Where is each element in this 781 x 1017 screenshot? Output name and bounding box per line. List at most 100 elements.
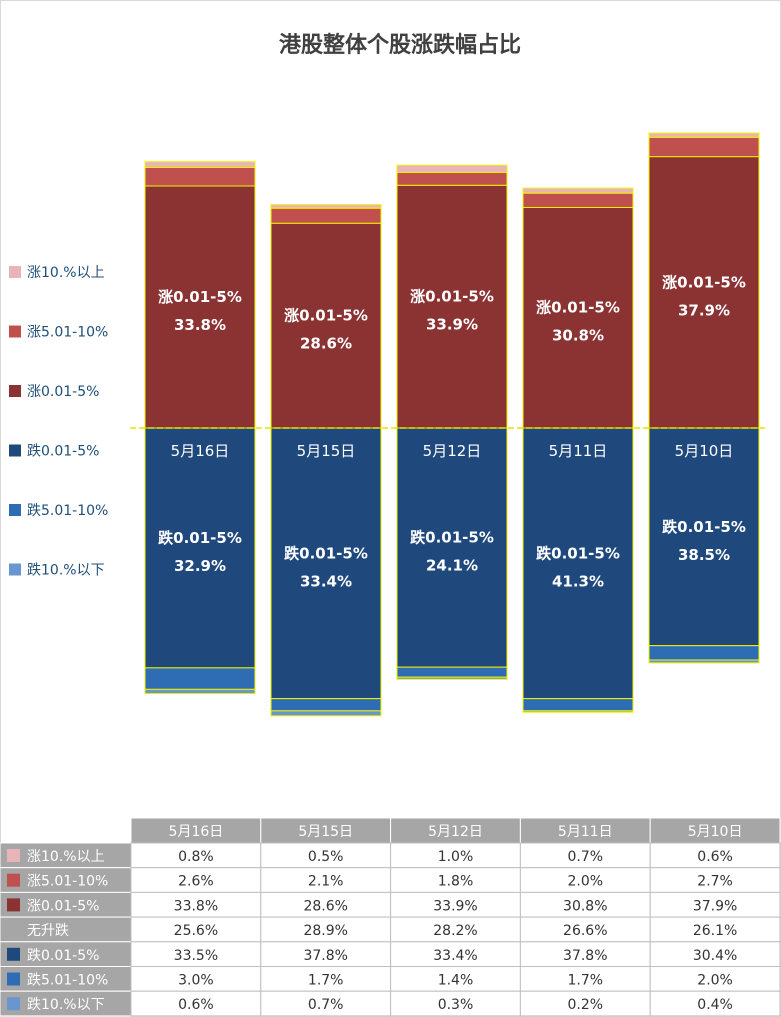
bar-segment <box>396 676 508 680</box>
table-cell <box>649 941 781 967</box>
table-cell <box>130 916 262 943</box>
table-row-label: 涨5.01-10% <box>27 874 108 890</box>
table-cell-value: 0.8% <box>178 849 214 865</box>
bar-label-up-value: 33.8% <box>174 316 226 334</box>
table-cell <box>519 941 651 967</box>
bar-segment <box>144 427 256 669</box>
category-label: 5月16日 <box>171 442 230 460</box>
bar-segment <box>648 659 760 664</box>
bar-segment <box>270 204 382 209</box>
table-cell <box>649 916 781 943</box>
legend-item-label: 涨10.%以上 <box>27 265 105 281</box>
table-header-label: 5月15日 <box>298 824 353 840</box>
bar-label-down-value: 32.9% <box>174 557 226 575</box>
table-cell <box>390 867 521 893</box>
bar-label-down-name: 跌0.01-5% <box>536 544 620 562</box>
legend-swatch <box>9 563 21 576</box>
bar-segment <box>144 667 256 690</box>
table-cell-value: 0.7% <box>308 997 344 1013</box>
bar-label-up-name: 涨0.01-5% <box>158 288 242 306</box>
bar-segment <box>144 185 256 429</box>
table-cell <box>260 867 392 893</box>
table-row-swatch <box>7 849 20 862</box>
table-cell-value: 33.5% <box>174 948 218 964</box>
table-row-swatch <box>7 972 20 986</box>
table-cell-value: 2.6% <box>178 874 214 890</box>
table-cell-value: 3.0% <box>178 973 214 989</box>
table-row-header <box>0 966 132 992</box>
table-cell-value: 30.4% <box>693 948 737 964</box>
table-cell <box>260 966 392 992</box>
bar-segment <box>396 666 508 678</box>
table-cell-value: 1.7% <box>568 973 604 989</box>
bar-segment <box>648 645 760 661</box>
table-cell <box>390 990 521 1017</box>
table-header-label: 5月10日 <box>688 824 743 840</box>
bar-segment <box>648 132 760 138</box>
bar-segment <box>396 164 508 173</box>
table-cell <box>390 941 521 967</box>
table-row-label: 跌0.01-5% <box>27 948 99 964</box>
table-cell-value: 2.0% <box>568 874 604 890</box>
table-cell <box>390 891 521 918</box>
table-header-cell <box>130 817 262 844</box>
table-cell <box>390 842 521 869</box>
table-cell-value: 2.1% <box>308 874 344 890</box>
bar-segment <box>648 427 760 647</box>
bar-segment <box>396 171 508 186</box>
legend-swatch <box>9 266 21 278</box>
bar-label-up-name: 涨0.01-5% <box>284 307 368 325</box>
bar-segment <box>270 698 382 712</box>
table-row-swatch <box>7 947 20 961</box>
table-cell-value: 30.8% <box>563 898 607 914</box>
table-cell-value: 0.5% <box>308 849 344 865</box>
category-label: 5月10日 <box>675 442 734 460</box>
table-cell-value: 26.1% <box>693 923 737 939</box>
table-header-label: 5月12日 <box>428 824 483 840</box>
bar-label-down-value: 41.3% <box>552 572 604 590</box>
bar-segment <box>144 688 256 695</box>
table-row-label: 涨0.01-5% <box>27 898 99 914</box>
table-row-swatch <box>7 873 20 887</box>
bar-segment <box>144 166 256 187</box>
table-cell <box>130 867 262 893</box>
table-cell-value: 1.7% <box>308 973 344 989</box>
legend-item-label: 涨0.01-5% <box>27 384 99 400</box>
bar-label-down-value: 38.5% <box>678 546 730 564</box>
bar-segment <box>270 710 382 717</box>
table-cell-value: 0.4% <box>697 997 733 1013</box>
table-cell-value: 0.6% <box>178 997 214 1013</box>
table-cell-value: 25.6% <box>174 923 218 939</box>
table-row-swatch <box>7 997 20 1011</box>
table-cell-value: 28.6% <box>303 898 347 914</box>
table-row-header <box>0 867 132 893</box>
legend-swatch <box>9 325 21 338</box>
table-cell <box>130 990 262 1017</box>
bar-segment <box>270 222 382 429</box>
table-cell-value: 33.9% <box>433 898 477 914</box>
table-cell <box>649 842 781 869</box>
table-cell <box>519 916 651 943</box>
bar-segment <box>270 427 382 700</box>
table-cell <box>130 891 262 918</box>
bar-label-down-name: 跌0.01-5% <box>158 529 242 547</box>
bar-label-up-name: 涨0.01-5% <box>536 299 620 317</box>
table-cell-value: 0.7% <box>568 849 604 865</box>
bar-label-down-name: 跌0.01-5% <box>662 518 746 536</box>
table-cell <box>519 867 651 893</box>
table-cell <box>519 990 651 1017</box>
bar-segment <box>270 207 382 224</box>
table-cell-value: 28.2% <box>433 923 477 939</box>
bar-segment <box>396 184 508 429</box>
legend-swatch <box>9 444 21 457</box>
bar-segment <box>648 156 760 429</box>
bar-segment <box>522 427 634 700</box>
legend-swatch <box>9 385 21 397</box>
bar-segment <box>648 136 760 158</box>
table-cell <box>130 941 262 967</box>
table-cell-value: 28.9% <box>303 923 347 939</box>
table-row-label: 跌10.%以下 <box>27 997 105 1013</box>
